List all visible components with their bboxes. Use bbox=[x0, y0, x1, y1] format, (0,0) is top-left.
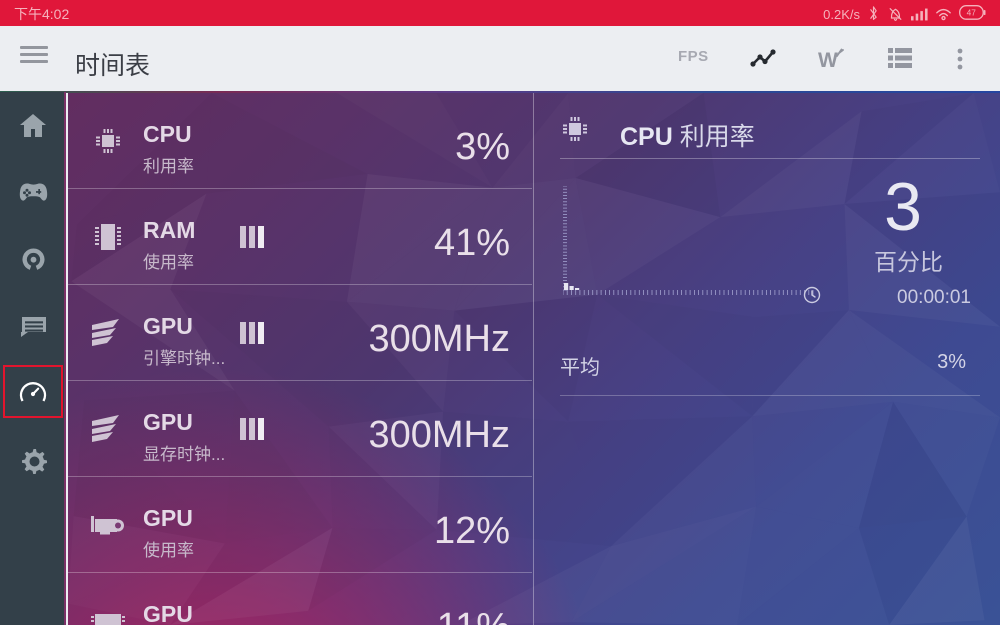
svg-text:47: 47 bbox=[967, 8, 977, 18]
svg-text:W: W bbox=[818, 49, 838, 72]
